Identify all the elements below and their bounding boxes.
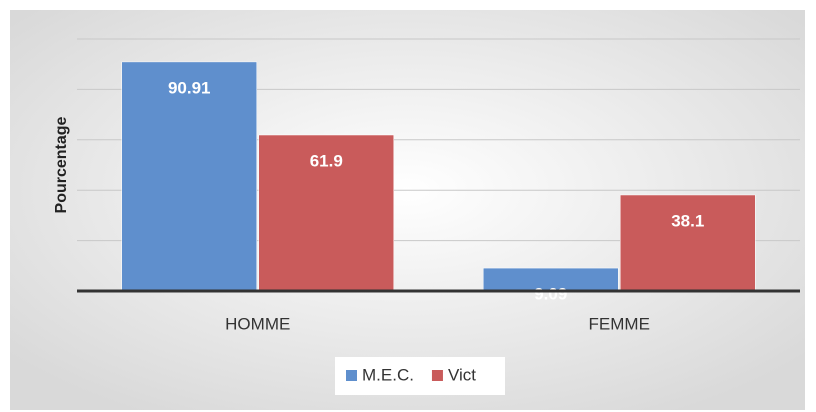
data-label: 90.91 bbox=[168, 78, 211, 97]
data-label: 38.1 bbox=[671, 211, 704, 230]
legend-box bbox=[335, 357, 505, 395]
bar bbox=[258, 134, 394, 292]
data-label: 61.9 bbox=[310, 151, 343, 170]
x-tick-label: FEMME bbox=[589, 314, 650, 333]
legend-label: Vict bbox=[448, 365, 476, 384]
bar bbox=[620, 194, 756, 292]
y-axis-label: Pourcentage bbox=[53, 116, 70, 213]
legend-label: M.E.C. bbox=[362, 365, 414, 384]
x-tick-label: HOMME bbox=[225, 314, 290, 333]
bar bbox=[121, 61, 257, 292]
data-label: 9.09 bbox=[534, 285, 567, 304]
legend-swatch bbox=[431, 370, 443, 381]
legend-swatch bbox=[346, 370, 357, 381]
